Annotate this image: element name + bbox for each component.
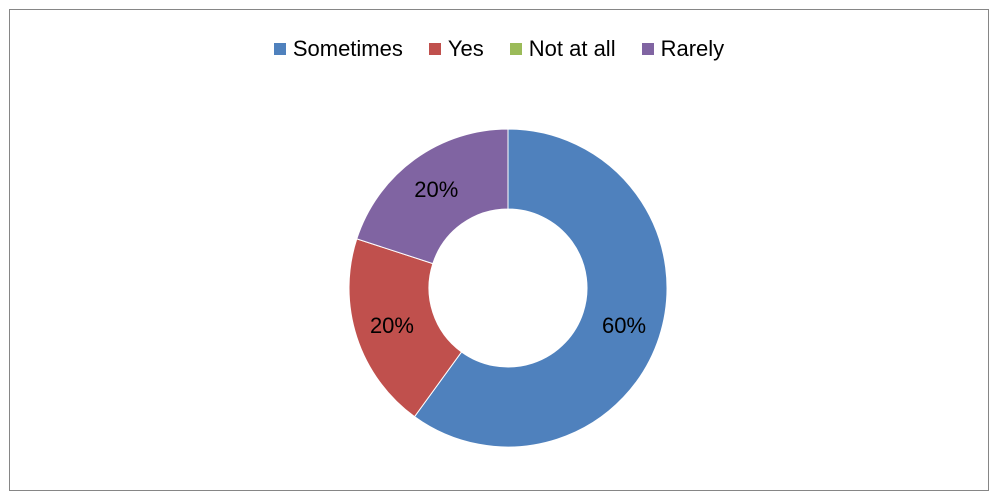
donut-slices xyxy=(348,128,668,448)
donut-labels: 60% 20% 20% xyxy=(370,177,646,338)
legend-swatch-sometimes xyxy=(273,43,286,55)
legend-item-not-at-all: Not at all xyxy=(509,36,616,61)
slice-label-sometimes: 60% xyxy=(602,313,646,338)
slice-yes xyxy=(348,238,463,418)
legend-label-yes: Yes xyxy=(447,36,484,61)
legend-swatch-not-at-all xyxy=(509,43,522,55)
slice-label-yes: 20% xyxy=(370,313,414,338)
slice-sometimes xyxy=(413,128,668,448)
legend: Sometimes Yes Not at all Rarely xyxy=(10,38,988,60)
chart-area: Sometimes Yes Not at all Rarely 60% 20% 20… xyxy=(9,9,989,491)
legend-item-yes: Yes xyxy=(428,36,484,61)
legend-item-sometimes: Sometimes xyxy=(273,36,403,61)
legend-label-not-at-all: Not at all xyxy=(528,36,616,61)
legend-label-sometimes: Sometimes xyxy=(292,36,403,61)
legend-swatch-yes xyxy=(428,43,441,55)
slice-rarely xyxy=(356,128,509,265)
legend-item-rarely: Rarely xyxy=(641,36,725,61)
legend-swatch-rarely xyxy=(641,43,654,55)
slice-label-rarely: 20% xyxy=(414,177,458,202)
legend-label-rarely: Rarely xyxy=(660,36,725,61)
donut-chart: 60% 20% 20% xyxy=(348,128,668,448)
